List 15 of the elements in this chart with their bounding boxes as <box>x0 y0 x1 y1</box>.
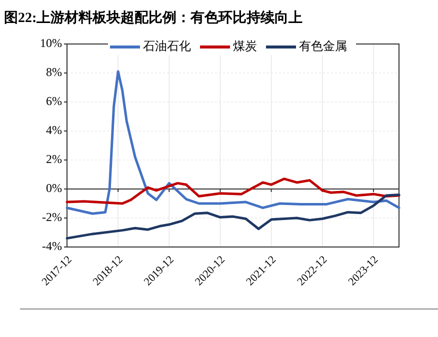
y-tick-label: -4% <box>42 238 62 253</box>
y-tick-label: 10% <box>40 36 62 50</box>
line-series <box>66 178 400 205</box>
y-tick-label: 4% <box>46 122 62 137</box>
legend-label: 煤炭 <box>233 38 257 53</box>
legend-label: 有色金属 <box>299 38 347 53</box>
chart-title: 图22:上游材料板块超配比例：有色环比持续向上 <box>4 10 303 26</box>
y-tick-label: 2% <box>46 152 62 166</box>
y-tick-label: 6% <box>46 94 62 108</box>
y-tick-label: 0% <box>46 180 62 195</box>
y-tick-label: 8% <box>46 64 62 79</box>
y-tick-label: -2% <box>42 210 62 224</box>
legend-label: 石油石化 <box>143 38 191 53</box>
line-series <box>66 194 400 240</box>
line-series <box>66 70 400 215</box>
